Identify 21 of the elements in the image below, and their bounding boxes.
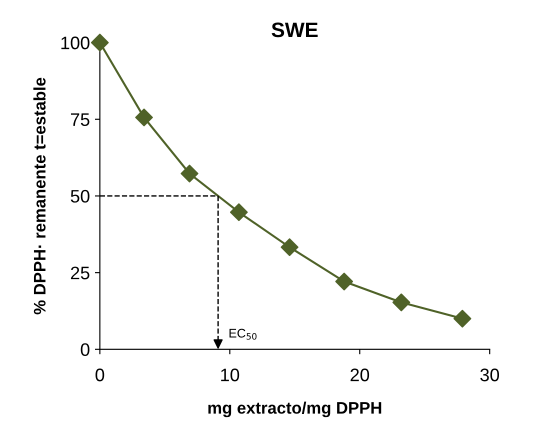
x-axis-title: mg extracto/mg DPPH xyxy=(208,402,382,418)
point xyxy=(135,108,153,126)
x-tick-label: 30 xyxy=(480,368,500,382)
y-tick-label: 75 xyxy=(70,113,90,126)
y-tick-label: 0 xyxy=(80,343,90,356)
point xyxy=(335,272,354,290)
x-tick-label: 0 xyxy=(96,368,104,382)
y-tick-label: 25 xyxy=(70,266,90,280)
point xyxy=(180,164,198,182)
x-tick-label: 10 xyxy=(221,368,240,382)
point xyxy=(392,293,410,312)
y-tick-label: 100 xyxy=(61,36,90,50)
point xyxy=(453,310,472,328)
point xyxy=(280,238,298,256)
x-tick-label: 20 xyxy=(350,368,370,382)
point xyxy=(230,203,248,222)
chart-title: SWE xyxy=(272,22,318,38)
y-tick-label: 50 xyxy=(70,190,90,203)
y-axis-title: % DPPH· remanente t=estable xyxy=(33,78,46,314)
point xyxy=(90,34,109,52)
ref-line-label: EC$_{50}$ xyxy=(230,328,257,340)
